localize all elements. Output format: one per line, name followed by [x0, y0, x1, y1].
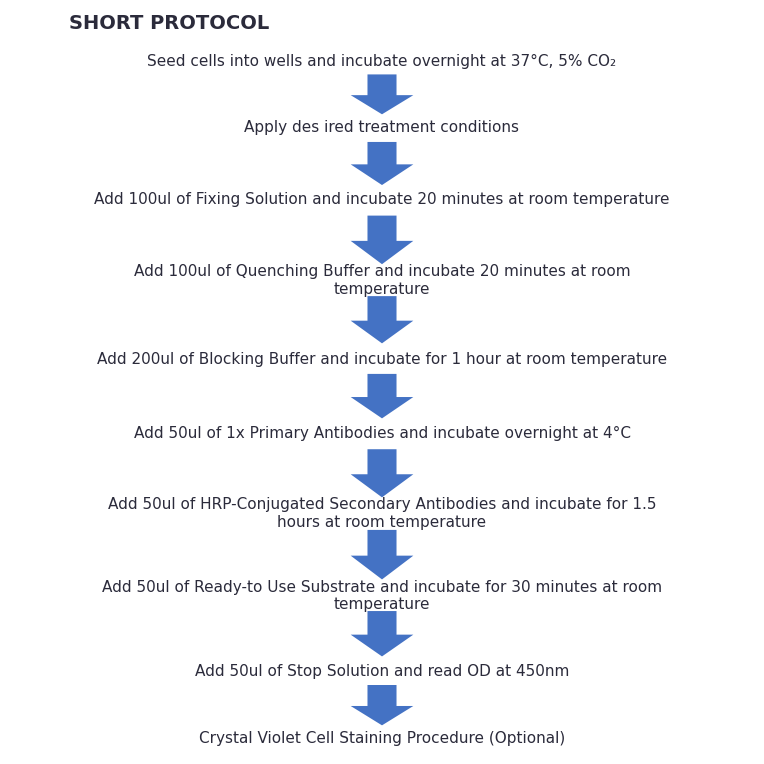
- Text: SHORT PROTOCOL: SHORT PROTOCOL: [69, 14, 269, 33]
- Polygon shape: [351, 685, 413, 725]
- Text: Add 50ul of Stop Solution and read OD at 450nm: Add 50ul of Stop Solution and read OD at…: [195, 664, 569, 679]
- Polygon shape: [351, 74, 413, 115]
- Text: Add 50ul of HRP-Conjugated Secondary Antibodies and incubate for 1.5
hours at ro: Add 50ul of HRP-Conjugated Secondary Ant…: [108, 497, 656, 529]
- Polygon shape: [351, 449, 413, 497]
- Polygon shape: [351, 296, 413, 343]
- Text: Seed cells into wells and incubate overnight at 37°C, 5% CO₂: Seed cells into wells and incubate overn…: [147, 53, 617, 69]
- Text: Add 200ul of Blocking Buffer and incubate for 1 hour at room temperature: Add 200ul of Blocking Buffer and incubat…: [97, 351, 667, 367]
- Polygon shape: [351, 530, 413, 579]
- Text: Add 50ul of 1x Primary Antibodies and incubate overnight at 4°C: Add 50ul of 1x Primary Antibodies and in…: [134, 426, 630, 441]
- Polygon shape: [351, 142, 413, 185]
- Text: Crystal Violet Cell Staining Procedure (Optional): Crystal Violet Cell Staining Procedure (…: [199, 731, 565, 746]
- Text: Add 50ul of Ready-to Use Substrate and incubate for 30 minutes at room
temperatu: Add 50ul of Ready-to Use Substrate and i…: [102, 580, 662, 612]
- Polygon shape: [351, 611, 413, 656]
- Text: Add 100ul of Fixing Solution and incubate 20 minutes at room temperature: Add 100ul of Fixing Solution and incubat…: [94, 192, 670, 207]
- Polygon shape: [351, 374, 413, 419]
- Text: Add 100ul of Quenching Buffer and incubate 20 minutes at room
temperature: Add 100ul of Quenching Buffer and incuba…: [134, 264, 630, 296]
- Polygon shape: [351, 215, 413, 264]
- Text: Apply des ired treatment conditions: Apply des ired treatment conditions: [244, 120, 520, 135]
